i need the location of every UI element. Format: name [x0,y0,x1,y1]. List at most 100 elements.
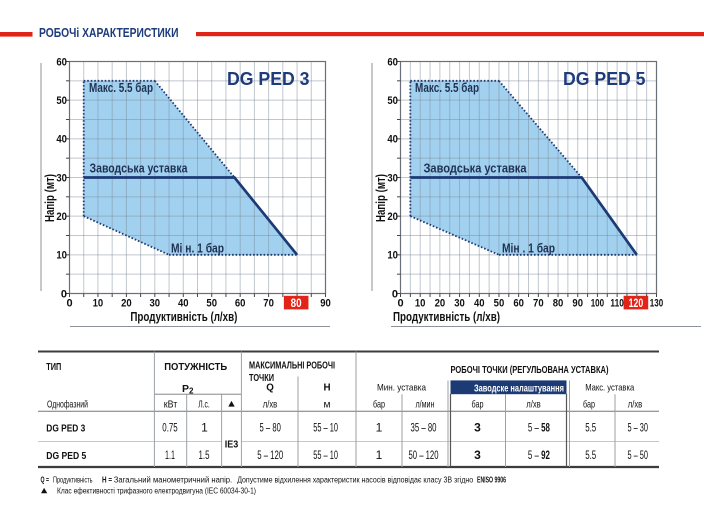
svg-text:ENISO 9906: ENISO 9906 [477,475,506,484]
svg-text:Продуктивність: Продуктивність [53,475,93,484]
svg-text:л/хв: л/хв [526,399,541,410]
svg-text:20: 20 [121,298,132,310]
svg-text:5 – 80: 5 – 80 [260,420,282,434]
svg-text:л/хв: л/хв [263,399,278,410]
svg-text:10: 10 [415,298,426,310]
svg-text:Заводске налаштування: Заводске налаштування [474,383,564,394]
svg-text:Мин. уставка: Мин. уставка [377,383,427,393]
svg-text:Л.с.: Л.с. [198,399,210,410]
svg-text:110: 110 [610,298,623,310]
svg-text:0: 0 [66,298,72,310]
svg-text:Макс. уставка: Макс. уставка [585,383,635,393]
svg-text:Мін . 1 бар: Мін . 1 бар [502,240,555,255]
svg-text:Продуктивність (л/хв): Продуктивність (л/хв) [130,310,237,324]
svg-text:Мі н. 1 бар: Мі н. 1 бар [171,240,224,255]
svg-text:бар: бар [373,398,385,410]
svg-text:Q: Q [266,382,274,393]
svg-text:20: 20 [435,298,446,310]
svg-text:55 – 10: 55 – 10 [313,420,338,434]
svg-text:90: 90 [320,298,331,310]
svg-text:55 – 10: 55 – 10 [313,448,338,462]
svg-text:3: 3 [474,448,481,462]
svg-text:35 – 80: 35 – 80 [411,420,437,434]
svg-text:РОБОЧІ ТОЧКИ (РЕГУЛЬОВАНА УСТА: РОБОЧІ ТОЧКИ (РЕГУЛЬОВАНА УСТАВКА) [451,365,609,376]
svg-text:10: 10 [56,250,67,262]
svg-text:DG PED 5: DG PED 5 [46,451,86,462]
svg-text:5 – 120: 5 – 120 [257,448,283,462]
svg-text:50: 50 [206,298,217,310]
svg-text:л/хв: л/хв [628,399,643,410]
svg-text:DG PED 3: DG PED 3 [46,423,85,434]
svg-text:30: 30 [56,172,67,184]
svg-text:Q =: Q = [41,475,50,484]
svg-text:МАКСИМАЛЬНІ РОБОЧІ: МАКСИМАЛЬНІ РОБОЧІ [249,360,335,371]
svg-text:Однофазний: Однофазний [47,398,88,410]
svg-text:10: 10 [93,298,104,310]
svg-text:5 – 92: 5 – 92 [528,448,550,462]
svg-text:5.5: 5.5 [585,420,596,434]
svg-text:1: 1 [376,448,383,462]
svg-text:30: 30 [454,298,465,310]
svg-text:Клас ефективності трифазного е: Клас ефективності трифазного електродвиг… [57,487,256,496]
svg-text:DG PED 5: DG PED 5 [563,69,646,89]
svg-text:м: м [323,399,330,410]
svg-text:130: 130 [650,298,663,310]
svg-text:100: 100 [591,298,604,310]
svg-text:50: 50 [387,95,398,107]
svg-text:40: 40 [56,134,67,146]
svg-text:Заводська уставка: Заводська уставка [90,160,189,175]
svg-text:30: 30 [387,172,398,184]
svg-text:80: 80 [291,298,302,310]
svg-text:бар: бар [583,398,595,410]
svg-text:1: 1 [376,420,383,434]
svg-text:5 – 30: 5 – 30 [627,420,648,434]
svg-text:50: 50 [494,298,505,310]
svg-text:20: 20 [56,211,67,223]
svg-text:5.5: 5.5 [585,448,596,462]
svg-text:40: 40 [387,134,398,146]
svg-text:ТОЧКИ: ТОЧКИ [249,373,274,384]
svg-text:0: 0 [61,288,67,300]
svg-text:Допустиме відхилення характери: Допустиме відхилення характеристик насос… [237,475,474,484]
svg-text:H =: H = [102,475,112,484]
svg-text:Загальний манометричний напір.: Загальний манометричний напір. [114,475,233,484]
svg-text:120: 120 [629,298,644,310]
svg-text:бар: бар [472,398,484,410]
svg-text:50 – 120: 50 – 120 [409,448,439,462]
svg-text:ТИП: ТИП [46,362,61,373]
svg-text:70: 70 [533,298,544,310]
svg-text:Макс. 5.5 бар: Макс. 5.5 бар [89,80,153,95]
svg-text:0.75: 0.75 [162,420,178,434]
svg-text:3: 3 [474,420,481,434]
svg-text:Макс. 5.5 бар: Макс. 5.5 бар [415,80,479,95]
svg-text:Напір (мт): Напір (мт) [374,174,388,222]
svg-text:кВт: кВт [164,399,178,410]
svg-text:60: 60 [235,298,246,310]
svg-text:Продуктивність (л/хв): Продуктивність (л/хв) [393,310,500,324]
svg-text:P2: P2 [182,383,194,396]
svg-text:0: 0 [397,298,403,310]
svg-text:80: 80 [553,298,564,310]
svg-text:1.5: 1.5 [199,448,210,462]
svg-text:H: H [323,382,330,393]
svg-text:60: 60 [513,298,524,310]
svg-text:ІЕ3: ІЕ3 [225,439,239,450]
svg-text:5 – 58: 5 – 58 [528,420,550,434]
svg-text:РОБОЧі ХАРАКТЕРИСТИКИ: РОБОЧі ХАРАКТЕРИСТИКИ [39,26,179,40]
svg-text:Заводська уставка: Заводська уставка [424,160,528,175]
svg-text:DG PED 3: DG PED 3 [227,69,310,89]
svg-text:5 – 50: 5 – 50 [627,448,648,462]
svg-text:ПОТУЖНІСТЬ: ПОТУЖНІСТЬ [164,362,227,373]
svg-text:1: 1 [201,420,208,434]
svg-text:40: 40 [178,298,189,310]
svg-text:50: 50 [56,95,67,107]
svg-text:0: 0 [392,288,398,300]
svg-text:1.1: 1.1 [165,448,175,462]
svg-text:20: 20 [387,211,398,223]
svg-text:60: 60 [56,56,67,68]
svg-text:30: 30 [150,298,161,310]
svg-text:60: 60 [387,56,398,68]
svg-text:90: 90 [572,298,583,310]
svg-text:л/мин: л/мин [416,399,435,410]
svg-text:Напір (мт): Напір (мт) [43,174,57,222]
